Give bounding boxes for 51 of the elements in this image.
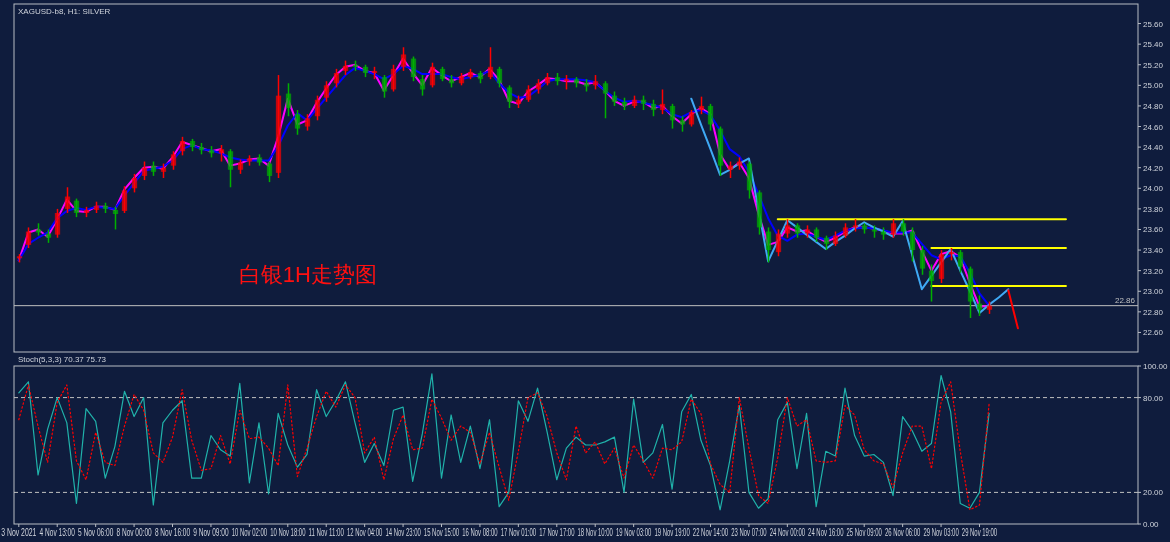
y-tick-label: 20.00 [1143, 488, 1164, 498]
x-tick-label: 17 Nov 01:00 [500, 527, 537, 539]
x-tick-label: 19 Nov 19:00 [654, 527, 691, 539]
line-series [690, 97, 1010, 314]
y-tick-label: 22.60 [1143, 328, 1164, 338]
x-tick-label: 16 Nov 08:00 [462, 527, 498, 539]
y-tick-label: 23.40 [1143, 246, 1164, 256]
x-tick-label: 24 Nov 00:00 [769, 527, 806, 539]
y-tick-label: 25.00 [1143, 81, 1164, 91]
chart-title: Stoch(5,3,3) 70.37 75.73 [18, 355, 107, 364]
y-tick-label: 25.60 [1143, 19, 1164, 29]
y-tick-label: 100.00 [1143, 362, 1169, 371]
ref-line-label: 22.86 [1114, 295, 1136, 305]
x-tick-label: 14 Nov 23:00 [385, 527, 422, 539]
y-tick-label: 24.40 [1143, 143, 1164, 153]
y-tick-label: 23.20 [1143, 266, 1164, 276]
x-tick-label: 25 Nov 09:00 [846, 527, 883, 539]
y-tick-label: 23.80 [1143, 204, 1164, 214]
x-tick-label: 23 Nov 07:00 [731, 527, 767, 539]
x-tick-label: 19 Nov 03:00 [615, 527, 652, 539]
y-tick-label: 24.80 [1143, 101, 1164, 111]
x-tick-label: 8 Nov 00:00 [116, 526, 152, 539]
y-tick-label: 24.20 [1143, 163, 1164, 173]
x-tick-label: 29 Nov 19:00 [961, 527, 998, 539]
y-tick-label: 25.20 [1143, 60, 1164, 70]
x-tick-label: 12 Nov 04:00 [346, 527, 383, 539]
y-tick-label: 23.00 [1143, 287, 1164, 297]
chart-title: XAGUSD-b8, H1: SILVER [18, 7, 111, 16]
x-tick-label: 3 Nov 2021 [1, 526, 37, 539]
y-tick-label: 80.00 [1143, 393, 1164, 403]
x-tick-label: 26 Nov 06:00 [884, 527, 921, 539]
y-tick-label: 22.80 [1143, 307, 1164, 317]
y-tick-label: 23.60 [1143, 225, 1164, 235]
x-tick-label: 4 Nov 13:00 [39, 526, 76, 539]
y-tick-label: 25.40 [1143, 40, 1164, 50]
x-tick-label: 9 Nov 09:00 [193, 526, 229, 539]
y-tick-label: 24.60 [1143, 122, 1164, 132]
x-tick-label: 10 Nov 02:00 [231, 527, 268, 539]
x-tick-label: 5 Nov 06:00 [78, 526, 114, 539]
x-tick-label: 15 Nov 15:00 [423, 527, 460, 539]
x-tick-label: 29 Nov 03:00 [923, 527, 960, 539]
x-tick-label: 24 Nov 16:00 [808, 527, 844, 539]
annotation: 白银1H走势图 [238, 262, 377, 288]
y-tick-label: 0.00 [1143, 520, 1160, 529]
x-tick-label: 18 Nov 10:00 [577, 527, 614, 539]
x-tick-label: 8 Nov 16:00 [154, 526, 191, 539]
x-tick-label: 22 Nov 14:00 [692, 527, 729, 539]
y-tick-label: 24.00 [1143, 184, 1164, 194]
x-tick-label: 10 Nov 18:00 [270, 527, 306, 539]
x-tick-label: 17 Nov 17:00 [539, 527, 575, 539]
x-tick-label: 11 Nov 11:00 [308, 527, 345, 539]
